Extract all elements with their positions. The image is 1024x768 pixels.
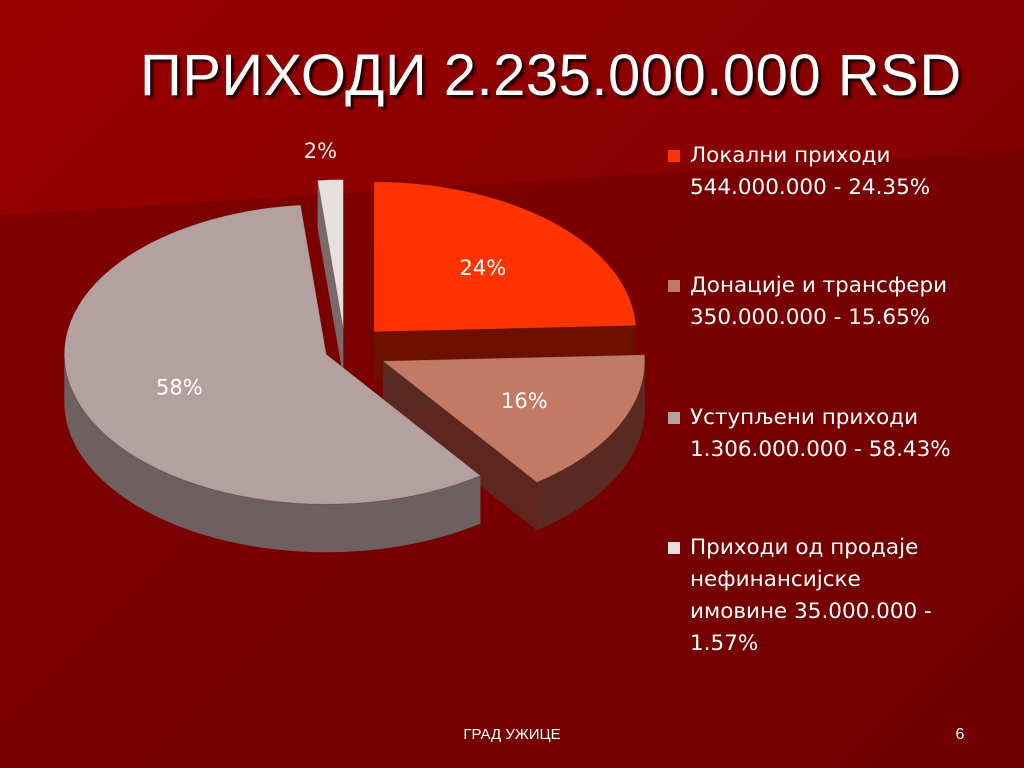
legend-swatch-donations-transfers bbox=[668, 280, 680, 292]
pie-slice-cut-donations-transfers-1 bbox=[382, 360, 537, 531]
legend-swatch-shared-revenue bbox=[668, 412, 680, 424]
pie-data-label-donations-transfers: 16% bbox=[501, 389, 548, 413]
slide-number: 6 bbox=[955, 726, 965, 743]
legend-label-donations-transfers: Донације и трансфери 350.000.000 - 15.65% bbox=[690, 273, 948, 330]
legend-item-asset-sales: Приходи од продаје нефинансијске имовине 3… bbox=[668, 532, 988, 660]
footer-city-label: ГРАД УЖИЦЕ bbox=[463, 726, 561, 743]
slide-title: ПРИХОДИ 2.235.000.000 RSD bbox=[140, 43, 962, 108]
legend-swatch-asset-sales bbox=[668, 542, 680, 554]
pie-slice-cut-asset-sales-0 bbox=[317, 180, 344, 378]
legend-item-donations-transfers: Донације и трансфери 350.000.000 - 15.65% bbox=[668, 270, 988, 334]
pie-slice-shared-revenue bbox=[63, 204, 482, 505]
legend-swatch-local-revenue bbox=[668, 150, 680, 162]
pie-slice-donations-transfers bbox=[381, 354, 646, 483]
pie-slice-side-donations-transfers bbox=[536, 360, 645, 531]
pie-data-label-local-revenue: 24% bbox=[460, 256, 507, 280]
legend-item-local-revenue: Локални приходи 544.000.000 - 24.35% bbox=[668, 140, 988, 204]
legend-label-shared-revenue: Уступљени приходи 1.306.000.000 - 58.43% bbox=[690, 405, 951, 462]
legend-item-shared-revenue: Уступљени приходи 1.306.000.000 - 58.43% bbox=[668, 402, 988, 466]
legend-label-local-revenue: Локални приходи 544.000.000 - 24.35% bbox=[690, 143, 931, 200]
pie-data-label-shared-revenue: 58% bbox=[156, 375, 203, 399]
pie-slice-asset-sales bbox=[317, 179, 344, 330]
pie-slice-local-revenue bbox=[373, 181, 637, 333]
legend-label-asset-sales: Приходи од продаје нефинансијске имовине 3… bbox=[690, 535, 932, 656]
pie-slice-side-shared-revenue bbox=[64, 354, 481, 553]
pie-data-label-asset-sales: 2% bbox=[304, 139, 337, 163]
